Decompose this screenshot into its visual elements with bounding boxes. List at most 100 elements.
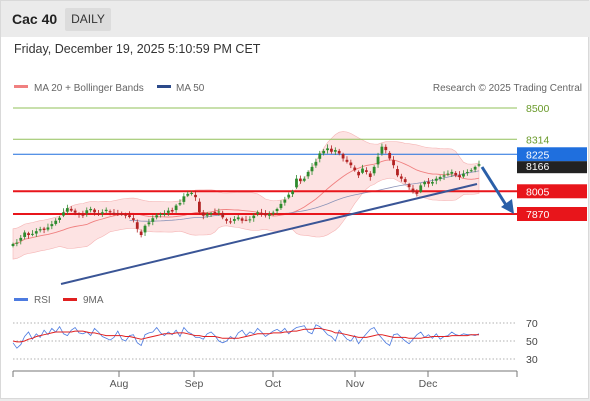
candle-body (415, 191, 419, 194)
candle-body (450, 171, 454, 174)
candle-body (50, 224, 54, 227)
candle-body (128, 215, 131, 218)
candle-body (213, 212, 217, 214)
candle-body (139, 231, 143, 236)
candle-body (465, 171, 469, 173)
current-price-label: 8225 (526, 149, 550, 161)
candle-body (368, 173, 372, 177)
candle-body (170, 210, 174, 212)
support-label-8005: 8005 (526, 186, 550, 198)
time-axis-ticks: Aug Sep Oct Nov Dec (110, 371, 438, 390)
time-tick-label-nov: Nov (346, 378, 365, 390)
candle-body (458, 175, 461, 177)
candle-body (380, 146, 384, 154)
candle-body (267, 214, 271, 216)
candle-body (151, 218, 155, 222)
ma20-legend-label: MA 20 + Bollinger Bands (34, 83, 144, 94)
candle-body (58, 217, 61, 220)
last-price-tag (517, 161, 587, 174)
candle-body (434, 178, 438, 181)
candle-body (322, 150, 326, 154)
candle-body (186, 193, 190, 196)
candle-body (163, 214, 166, 215)
candle-body (135, 222, 139, 229)
candle-body (361, 168, 364, 173)
candle-body (275, 208, 279, 212)
candle-body (473, 166, 477, 170)
rsi-legend-label: RSI (34, 295, 51, 306)
rsi-legend-swatch (14, 298, 28, 301)
candle-body (205, 214, 209, 216)
candle-body (166, 210, 170, 213)
candle-body (376, 156, 380, 165)
ma50-legend-label: MA 50 (176, 83, 205, 94)
candle-body (217, 211, 221, 213)
time-tick-label-oct: Oct (265, 378, 281, 390)
candle-body (209, 213, 213, 215)
candle-body (182, 196, 186, 202)
rsi-ma-line (12, 327, 479, 343)
candle-body (120, 214, 124, 216)
candle-body (155, 215, 159, 218)
candle-body (31, 233, 34, 235)
candle-body (112, 212, 116, 214)
rsi-tick-label-70: 70 (526, 318, 538, 330)
ma50-line (129, 170, 480, 222)
candle-body (287, 194, 291, 198)
candle-body (306, 171, 310, 177)
candle-body (407, 184, 411, 188)
bollinger-band (12, 131, 480, 260)
current-price-tag (517, 147, 587, 162)
candle-body (477, 164, 481, 166)
candle-body (46, 227, 50, 230)
candle-body (411, 188, 415, 193)
candle-body (116, 213, 120, 215)
candle-body (423, 182, 427, 185)
candle-body (100, 212, 104, 214)
candle-body (256, 212, 260, 214)
period-tab-daily[interactable]: DAILY (65, 8, 111, 31)
primary-uptrend-line (60, 183, 478, 285)
candle-body (11, 243, 15, 246)
candle-body (232, 219, 236, 221)
support-tag-7870 (517, 207, 587, 221)
candle-body (73, 210, 77, 213)
candle-body (396, 169, 399, 176)
candle-body (310, 166, 314, 172)
candle-body (93, 209, 96, 213)
candle-body (384, 146, 388, 151)
candle-body (333, 150, 337, 152)
candle-body (104, 209, 108, 212)
candles (11, 143, 481, 248)
candle-body (403, 179, 407, 183)
candle-body (318, 153, 322, 159)
ma20-legend-swatch (14, 85, 28, 88)
rsi-ma-legend-label: 9MA (83, 295, 104, 306)
candle-body (178, 203, 182, 205)
candle-body (124, 214, 128, 216)
trendlines (60, 183, 478, 285)
candle-body (225, 219, 228, 221)
resistance-label-8500: 8500 (526, 103, 550, 115)
header-bar: Cac 40 DAILY (1, 1, 590, 37)
candle-body (372, 166, 376, 174)
rsi-legend: RSI 9MA (14, 295, 104, 306)
candle-body (190, 192, 194, 194)
moving-averages (12, 159, 480, 245)
rsi-tick-label-50: 50 (526, 336, 538, 348)
candle-body (81, 214, 85, 216)
time-tick-label-dec: Dec (419, 378, 438, 390)
candle-body (27, 233, 30, 236)
timestamp: Friday, December 19, 2025 5:10:59 PM CET (14, 42, 261, 56)
rsi-panel: 70 50 30 (12, 318, 538, 366)
candle-body (388, 152, 392, 159)
support-tag-8005 (517, 184, 587, 199)
candle-body (229, 221, 232, 223)
candle-body (283, 199, 287, 203)
candle-body (454, 172, 458, 176)
candle-body (252, 215, 256, 219)
candle-body (442, 175, 446, 177)
candle-body (295, 178, 298, 188)
